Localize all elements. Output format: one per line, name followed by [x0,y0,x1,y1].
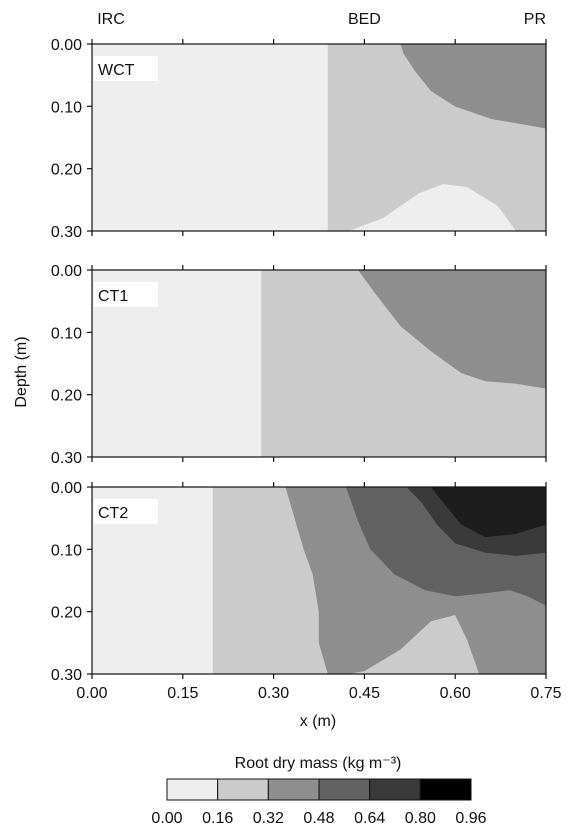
colorbar-title: Root dry mass (kg m⁻³) [235,755,402,772]
y-tick-label: 0.00 [51,37,82,54]
y-tick-label: 0.10 [51,325,82,342]
top-labels: IRC BED PR [97,11,546,28]
panels: WCT0.000.100.200.30CT10.000.100.200.30CT… [51,37,562,702]
top-label-irc: IRC [97,11,125,28]
contour-region-level-0 [92,487,214,674]
colorbar-bin [166,778,219,801]
top-label-pr: PR [524,11,546,28]
y-tick-label: 0.30 [51,450,82,467]
contour-region-level-2 [358,270,546,389]
y-tick-label: 0.20 [51,605,82,622]
colorbar-tick-label: 0.16 [202,810,233,827]
panel-frame [91,486,547,675]
colorbar-tick-label: 0.00 [151,810,182,827]
axis-labels: Depth (m) x (m) [13,336,336,730]
x-axis-label: x (m) [300,713,336,730]
panel-label: CT2 [94,499,158,524]
y-axis-label: Depth (m) [13,336,30,407]
panel-label-text: CT1 [98,288,128,305]
x-tick-label: 0.15 [167,685,198,702]
y-tick-label: 0.30 [51,224,82,241]
panel-label: WCT [94,56,158,81]
panel-ct1: CT1 0.00 0.10 0.20 0.30 [51,263,547,467]
contour-region-level-0 [92,270,262,457]
panel-label-text: CT2 [98,505,128,522]
x-tick-label: 0.60 [440,685,471,702]
top-label-bed: BED [348,11,381,28]
panel-label-text: WCT [98,62,135,79]
y-tick-label: 0.30 [51,667,82,684]
y-tick-label: 0.20 [51,388,82,405]
x-tick-label: 0.00 [76,685,107,702]
colorbar-bin [419,778,472,801]
x-tick-label: 0.30 [258,685,289,702]
y-tick-label: 0.00 [51,480,82,497]
colorbar-tick-label: 0.64 [354,810,385,827]
y-tick-label: 0.10 [51,99,82,116]
colorbar-tick-label: 0.80 [405,810,436,827]
y-tick-label: 0.20 [51,162,82,179]
contour-region-level-0 [349,184,516,231]
x-tick-label: 0.45 [349,685,380,702]
colorbar-tick-label: 0.96 [455,810,486,827]
panel-label: CT1 [94,282,158,307]
colorbar-bin [217,778,269,801]
colorbar-tick-label: 0.48 [303,810,334,827]
colorbar-bin [318,778,371,801]
panel-wct: WCT 0.00 0.10 0.20 0.30 [51,37,547,241]
panel-frame [91,269,547,458]
colorbar-bin [369,778,421,801]
y-tick-label: 0.00 [51,263,82,280]
contour-region-level-2 [400,44,546,129]
colorbar-bin [267,778,320,801]
colorbar-tick-label: 0.32 [253,810,284,827]
contour-region-level-0 [92,44,329,231]
colorbar: Root dry mass (kg m⁻³) 0.00 0.16 0.32 0.48 0… [151,755,486,827]
panel-frame [91,43,547,232]
x-tick-label: 0.75 [530,685,561,702]
y-tick-label: 0.10 [51,542,82,559]
contour-region-level-5 [430,487,546,538]
